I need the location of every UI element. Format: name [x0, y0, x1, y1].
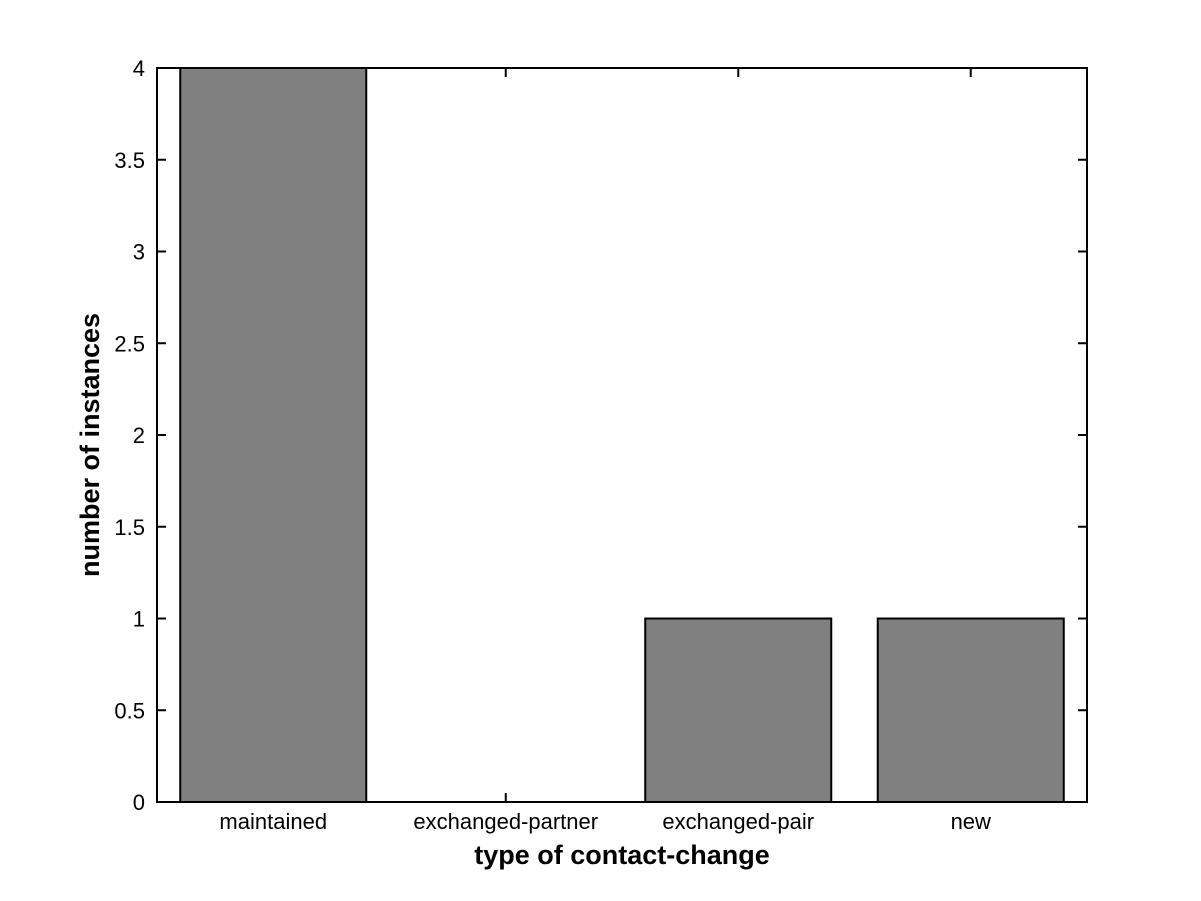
- y-tick-label: 1: [133, 607, 145, 632]
- x-tick-label-new: new: [951, 809, 991, 834]
- y-tick-label: 3: [133, 240, 145, 265]
- y-tick-label: 2: [133, 423, 145, 448]
- bar-maintained: [179, 67, 368, 803]
- x-axis-label: type of contact-change: [474, 840, 770, 870]
- bar-new: [876, 617, 1065, 803]
- y-axis-label: number of instances: [75, 312, 105, 578]
- x-tick-label-exchanged-partner: exchanged-partner: [413, 809, 598, 834]
- bar-exchanged-pair: [644, 617, 833, 803]
- y-tick-label: 1.5: [114, 515, 145, 540]
- y-tick-label: 0.5: [114, 698, 145, 723]
- y-tick-label: 4: [133, 56, 145, 81]
- y-tick-label: 3.5: [114, 148, 145, 173]
- x-tick-label-maintained: maintained: [219, 809, 327, 834]
- y-tick-label: 2.5: [114, 331, 145, 356]
- y-tick-label: 0: [133, 790, 145, 815]
- x-tick-label-exchanged-pair: exchanged-pair: [662, 809, 814, 834]
- axis-box: [156, 67, 1088, 803]
